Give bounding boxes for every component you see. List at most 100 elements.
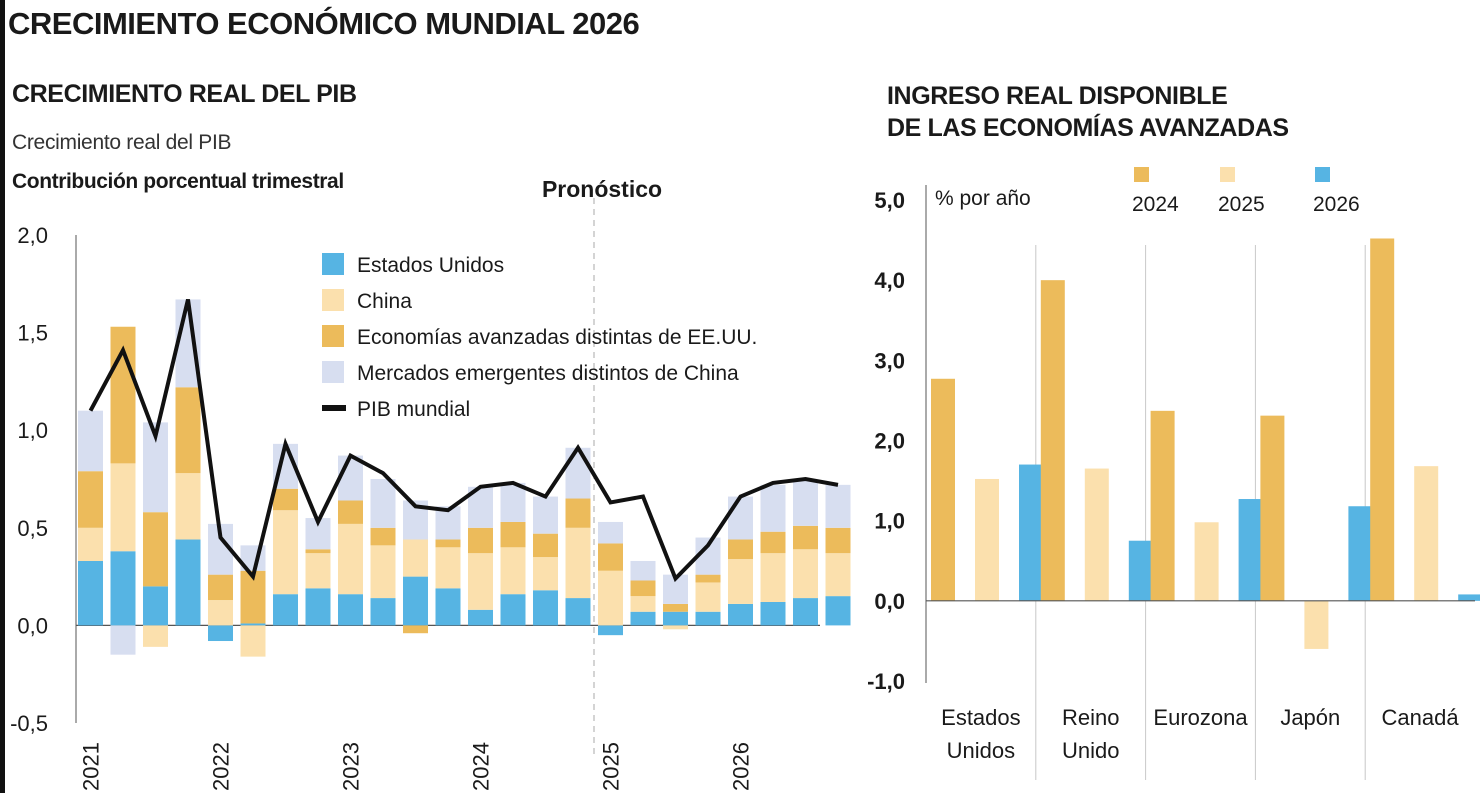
right-y-tick-label: 0,0 <box>874 589 905 614</box>
bar-2025-cat0 <box>975 478 999 601</box>
bar-2024-cat0 <box>931 378 955 601</box>
legend-swatch-us <box>322 253 344 275</box>
legend-label-2024: 2024 <box>1132 193 1179 216</box>
bar-em-q14 <box>533 496 558 534</box>
legend-label-us: Estados Unidos <box>357 254 504 277</box>
bar-adv-q19 <box>695 574 721 583</box>
bar-adv-q23 <box>825 527 851 554</box>
bar-em-q17 <box>630 560 656 581</box>
bar-us-q23 <box>825 596 851 626</box>
left-y-tick-label: 1,5 <box>17 321 48 346</box>
left-y-tick-label: 0,5 <box>17 516 48 541</box>
bar-em-q23 <box>825 484 851 528</box>
bar-us-q11 <box>435 588 461 626</box>
bar-adv-q3 <box>175 387 201 474</box>
legend-label-2025: 2025 <box>1218 193 1265 216</box>
bar-china-q21 <box>760 553 786 602</box>
left-y-tick-label: 0,0 <box>17 613 48 638</box>
bar-2026-cat4 <box>1458 594 1480 601</box>
bar-em-q21 <box>760 484 786 532</box>
bar-china-q9 <box>370 545 396 599</box>
bar-china-q5 <box>240 625 266 657</box>
right-y-tick-label: 5,0 <box>874 188 905 213</box>
bar-china-q14 <box>533 557 558 591</box>
bar-2026-cat1 <box>1128 540 1153 601</box>
bar-china-q12 <box>468 553 493 610</box>
bar-us-q14 <box>533 590 558 626</box>
world-gdp-line <box>88 298 839 583</box>
bar-2026-cat2 <box>1238 499 1263 601</box>
bar-adv-q2 <box>143 512 168 587</box>
left-x-tick-label: 1T 2022 <box>209 742 234 793</box>
bar-2024-cat1 <box>1040 280 1065 601</box>
bar-2025-cat1 <box>1084 468 1109 601</box>
bar-adv-q20 <box>728 539 753 560</box>
right-category-label: Estados <box>941 705 1021 730</box>
bar-us-q20 <box>728 603 753 626</box>
left-x-tick-label: 1T 2025 <box>599 742 624 793</box>
bar-em-q20 <box>728 496 753 540</box>
bar-china-q3 <box>175 473 201 540</box>
left-chart-title: CRECIMIENTO REAL DEL PIB <box>12 80 357 108</box>
bar-china-q0 <box>78 527 103 561</box>
bar-china-q13 <box>500 547 526 595</box>
bar-em-q15 <box>565 447 591 499</box>
bar-us-q5 <box>240 623 266 626</box>
legend-label-china: China <box>357 290 412 313</box>
bar-2024-cat2 <box>1150 410 1175 601</box>
left-x-tick-label: 1T 2026 <box>729 742 754 793</box>
bar-em-q13 <box>500 482 526 522</box>
bar-us-q18 <box>663 611 688 626</box>
bar-2026-cat0 <box>1019 464 1043 601</box>
legend-label-world: PIB mundial <box>357 398 470 421</box>
bar-em-q16 <box>598 521 623 544</box>
bar-china-q16 <box>598 570 623 626</box>
bar-2025-cat2 <box>1194 522 1219 601</box>
forecast-label: Pronóstico <box>542 176 662 202</box>
left-x-tick-label: 1T 2021 <box>79 742 104 793</box>
page-title: CRECIMIENTO ECONÓMICO MUNDIAL 2026 <box>8 6 640 41</box>
bar-adv-q22 <box>793 525 818 550</box>
bar-us-q21 <box>760 601 786 626</box>
legend-swatch-world <box>322 405 346 411</box>
right-category-label: Reino <box>1062 705 1119 730</box>
bar-adv-q14 <box>533 533 558 558</box>
bar-us-q3 <box>175 539 201 626</box>
bar-us-q16 <box>598 625 623 636</box>
bar-adv-q0 <box>78 471 103 528</box>
right-y-tick-label: 4,0 <box>874 268 905 293</box>
right-y-unit-label: % por año <box>935 187 1031 210</box>
right-y-tick-label: 2,0 <box>874 429 905 454</box>
bar-adv-q10 <box>403 625 428 634</box>
bar-em-q8 <box>338 455 363 501</box>
legend-label-2026: 2026 <box>1313 193 1360 216</box>
legend-swatch-adv <box>322 325 344 347</box>
bar-china-q19 <box>695 582 721 612</box>
bar-china-q1 <box>110 463 136 552</box>
bar-2026-cat3 <box>1348 506 1373 601</box>
right-chart-title-line1: INGRESO REAL DISPONIBLE <box>887 82 1228 110</box>
bar-adv-q4 <box>208 574 233 601</box>
bar-adv-q18 <box>663 603 688 612</box>
right-y-tick-label: 1,0 <box>874 509 905 534</box>
bar-us-q8 <box>338 594 363 626</box>
bar-us-q12 <box>468 609 493 626</box>
bar-adv-q16 <box>598 543 623 571</box>
bar-china-q10 <box>403 539 428 577</box>
bar-china-q11 <box>435 547 461 589</box>
left-y-tick-label: 1,0 <box>17 418 48 443</box>
right-y-tick-label: -1,0 <box>867 669 905 694</box>
legend-swatch-2026 <box>1315 167 1330 182</box>
bar-china-q7 <box>305 553 331 589</box>
bar-us-q10 <box>403 576 428 626</box>
bar-china-q8 <box>338 523 363 595</box>
bar-adv-q6 <box>273 488 298 511</box>
bar-2025-cat3 <box>1304 600 1329 649</box>
bar-adv-q21 <box>760 531 786 554</box>
bar-china-q17 <box>630 596 656 612</box>
bar-us-q13 <box>500 594 526 626</box>
left-x-tick-label: 1T 2023 <box>339 742 364 793</box>
legend-swatch-china <box>322 289 344 311</box>
bar-adv-q11 <box>435 539 461 548</box>
